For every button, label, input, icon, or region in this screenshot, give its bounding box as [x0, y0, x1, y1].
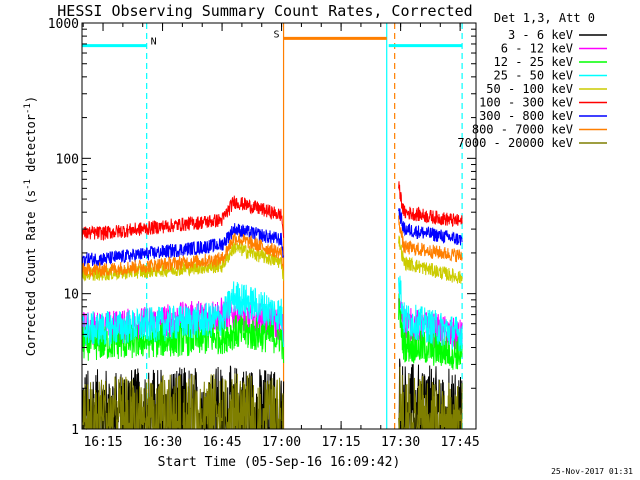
x-tick-label: 16:30 [143, 435, 182, 450]
x-tick-label: 17:00 [262, 435, 301, 450]
series-line [81, 297, 285, 347]
series-line [398, 275, 463, 352]
legend-label: 7000 - 20000 keV [457, 136, 573, 150]
legend-label: 3 - 6 keV [508, 28, 573, 42]
series-line [398, 235, 463, 284]
series-line [81, 195, 285, 241]
legend-label: 50 - 100 keV [486, 82, 573, 96]
timestamp: 25-Nov-2017 01:31 [551, 467, 633, 476]
legend-label: 12 - 25 keV [494, 55, 573, 69]
y-axis: 1 10 100 1000 [48, 17, 476, 438]
x-tick-label: 17:45 [441, 435, 480, 450]
y-tick-label: 1 [71, 423, 79, 438]
x-tick-label: 17:30 [381, 435, 420, 450]
flag-bars: NS [82, 29, 463, 48]
x-tick-label: 17:15 [322, 435, 361, 450]
series-line [81, 223, 285, 267]
y-tick-label: 100 [56, 152, 79, 167]
x-tick-label: 16:15 [83, 435, 122, 450]
series-line [81, 233, 284, 277]
flag-label: N [151, 37, 157, 48]
x-tick-label: 16:45 [202, 435, 241, 450]
chart-title: HESSI Observing Summary Count Rates, Cor… [57, 2, 472, 20]
x-axis: 16:15 16:30 16:45 17:00 17:15 17:30 17:45 [82, 23, 480, 450]
legend-label: 6 - 12 keV [501, 42, 573, 56]
legend-header: Det 1,3, Att 0 [494, 11, 595, 25]
series-line [81, 281, 285, 348]
series-line [81, 365, 285, 431]
flag-label: S [274, 29, 280, 40]
series-group [81, 181, 463, 431]
y-axis-label: Corrected Count Rate (s-1 detector-1) [23, 96, 38, 356]
x-axis-label: Start Time (05-Sep-16 16:09:42) [158, 455, 401, 470]
plot-frame [81, 22, 477, 430]
legend-label: 800 - 7000 keV [472, 123, 573, 137]
legend-label: 25 - 50 keV [494, 69, 573, 83]
y-tick-label: 10 [63, 288, 79, 303]
y-tick-label: 1000 [48, 17, 79, 32]
series-line [398, 208, 463, 246]
series-line [398, 181, 463, 227]
legend-label: 100 - 300 keV [479, 96, 573, 110]
series-line [398, 215, 463, 263]
legend-label: 300 - 800 keV [479, 109, 573, 123]
